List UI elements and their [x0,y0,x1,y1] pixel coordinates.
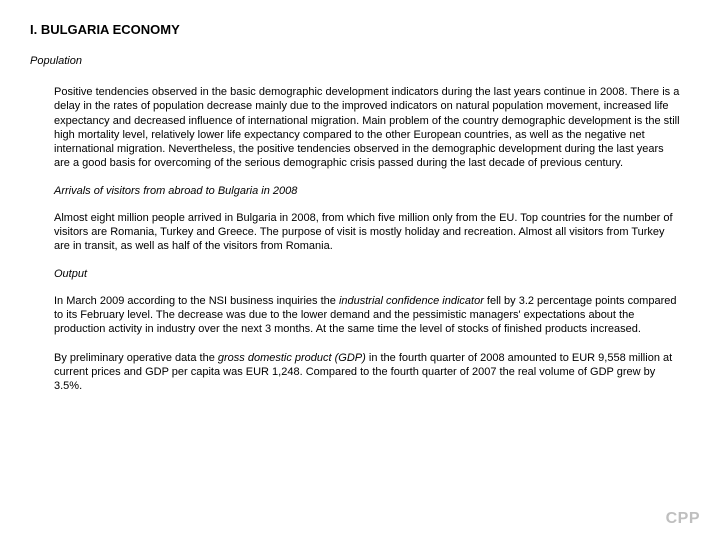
industrial-confidence-term: industrial confidence indicator [339,295,484,307]
section-population-heading: Population [30,55,690,67]
arrivals-paragraph: Almost eight million people arrived in B… [54,211,682,254]
section-arrivals-heading: Arrivals of visitors from abroad to Bulg… [54,185,690,197]
output-paragraph-1: In March 2009 according to the NSI busin… [54,294,682,337]
output-paragraph-2: By preliminary operative data the gross … [54,351,682,394]
output2-lead: By preliminary operative data the [54,352,218,364]
cpp-logo: CPP [666,510,700,528]
page-title: I. BULGARIA ECONOMY [30,22,690,37]
gdp-term: gross domestic product (GDP) [218,352,366,364]
population-paragraph: Positive tendencies observed in the basi… [54,85,682,171]
output1-lead: In March 2009 according to the NSI busin… [54,295,339,307]
section-output-heading: Output [54,268,690,280]
